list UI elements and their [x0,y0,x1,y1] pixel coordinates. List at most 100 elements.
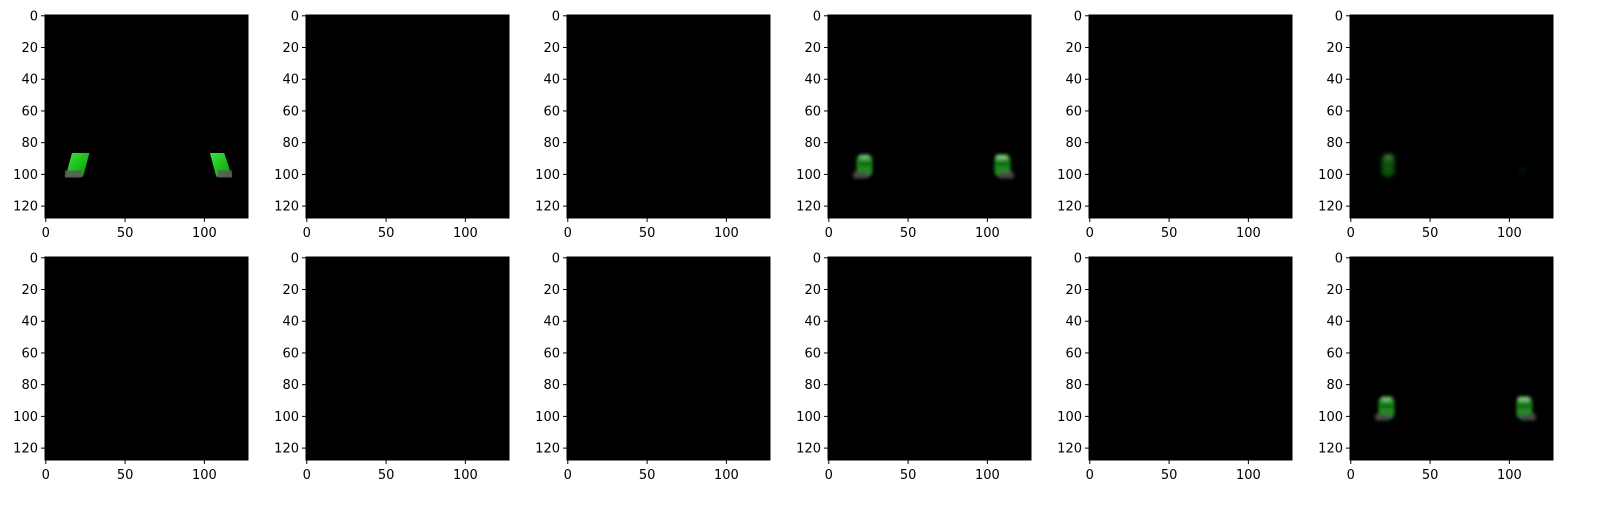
y-tick-label: 80 [282,378,299,393]
object-right [1519,167,1527,174]
image-area [45,257,248,460]
image-area [306,15,509,218]
y-tick-label: 100 [1057,168,1082,183]
y-tick-label: 60 [1065,346,1082,361]
y-tick-label: 40 [1065,73,1082,88]
y-tick-label: 100 [13,410,38,425]
y-tick-label: 120 [535,442,560,457]
y-tick-label: 120 [796,200,821,215]
panel-r2c2: 0 50 100 0 20 40 60 80 100 120 [274,251,510,483]
x-tick-label: 50 [900,468,917,483]
y-tick-label: 80 [1065,136,1082,151]
x-tick-label: 100 [192,468,217,483]
y-tick-label: 20 [282,41,299,56]
y-tick-label: 80 [1065,378,1082,393]
y-tick-label: 40 [804,315,821,330]
y-tick-label: 80 [543,136,560,151]
y-tick-label: 20 [282,283,299,298]
y-tick-label: 0 [1335,9,1343,24]
axes-frame [566,14,771,219]
x-tick-label: 0 [825,226,833,241]
y-tick-label: 100 [1057,410,1082,425]
y-tick-label: 0 [1074,9,1082,24]
x-tick-label: 50 [378,468,395,483]
x-tick-label: 0 [564,226,572,241]
object-left [1381,154,1395,177]
axes-frame [566,256,771,461]
y-tick-label: 100 [274,168,299,183]
object-right [994,154,1014,179]
x-tick-label: 100 [1497,226,1522,241]
x-tick-label: 100 [192,226,217,241]
y-tick-label: 60 [543,104,560,119]
y-tick-label: 120 [13,200,38,215]
x-tick-label: 50 [1161,226,1178,241]
y-tick-label: 20 [804,283,821,298]
y-tick-label: 40 [1326,315,1343,330]
y-tick-label: 20 [543,283,560,298]
y-tick-label: 60 [282,346,299,361]
y-tick-label: 60 [804,104,821,119]
y-tick-label: 40 [1065,315,1082,330]
y-tick-label: 60 [543,346,560,361]
image-area [828,15,1031,218]
axes-frame [305,256,510,461]
x-tick-label: 0 [1347,468,1355,483]
x-tick-label: 50 [1161,468,1178,483]
image-area [45,15,248,218]
x-tick-label: 0 [1347,226,1355,241]
y-tick-label: 120 [274,200,299,215]
panel-r2c5: 0 50 100 0 20 40 60 80 100 120 [1057,251,1293,483]
y-tick-label: 20 [804,41,821,56]
panel-r1c6: 0 50 100 0 20 40 60 80 100 120 [1318,9,1554,241]
y-tick-label: 0 [813,251,821,266]
y-tick-label: 40 [804,73,821,88]
image-area [1350,257,1553,460]
y-tick-label: 60 [21,104,38,119]
x-tick-label: 50 [900,226,917,241]
y-tick-label: 0 [30,251,38,266]
panel-r1c3: 0 50 100 0 20 40 60 80 100 120 [535,9,771,241]
y-tick-label: 20 [1065,283,1082,298]
y-tick-label: 100 [535,168,560,183]
image-area [306,257,509,460]
x-tick-label: 100 [1236,468,1261,483]
panel-r2c3: 0 50 100 0 20 40 60 80 100 120 [535,251,771,483]
y-tick-label: 40 [282,73,299,88]
x-tick-label: 0 [303,226,311,241]
object-right [1516,396,1536,421]
x-tick-label: 100 [1236,226,1261,241]
x-tick-label: 50 [378,226,395,241]
x-tick-label: 100 [714,226,739,241]
axes-frame [44,256,249,461]
y-tick-label: 20 [21,41,38,56]
image-area [1089,15,1292,218]
y-tick-label: 80 [21,136,38,151]
y-tick-label: 120 [535,200,560,215]
x-tick-label: 50 [1422,468,1439,483]
panel-r2c1: 0 50 100 0 20 40 60 80 100 120 [13,251,249,483]
y-tick-label: 80 [543,378,560,393]
image-area [1089,257,1292,460]
y-tick-label: 40 [543,315,560,330]
x-tick-label: 0 [1086,226,1094,241]
image-area [567,15,770,218]
x-tick-label: 100 [714,468,739,483]
x-tick-label: 0 [42,226,50,241]
object-right [209,152,233,178]
y-tick-label: 80 [1326,378,1343,393]
x-tick-label: 100 [1497,468,1522,483]
panel-r1c2: 0 50 100 0 20 40 60 80 100 120 [274,9,510,241]
y-tick-label: 60 [21,346,38,361]
y-tick-label: 120 [1057,200,1082,215]
y-tick-label: 20 [1326,41,1343,56]
axes-frame [1349,256,1554,461]
axes-frame [1088,14,1293,219]
x-tick-label: 100 [975,226,1000,241]
x-tick-label: 50 [639,226,656,241]
x-tick-label: 50 [1422,226,1439,241]
x-tick-label: 0 [564,468,572,483]
y-tick-label: 100 [796,410,821,425]
y-tick-label: 40 [21,73,38,88]
axes-frame [44,14,249,219]
